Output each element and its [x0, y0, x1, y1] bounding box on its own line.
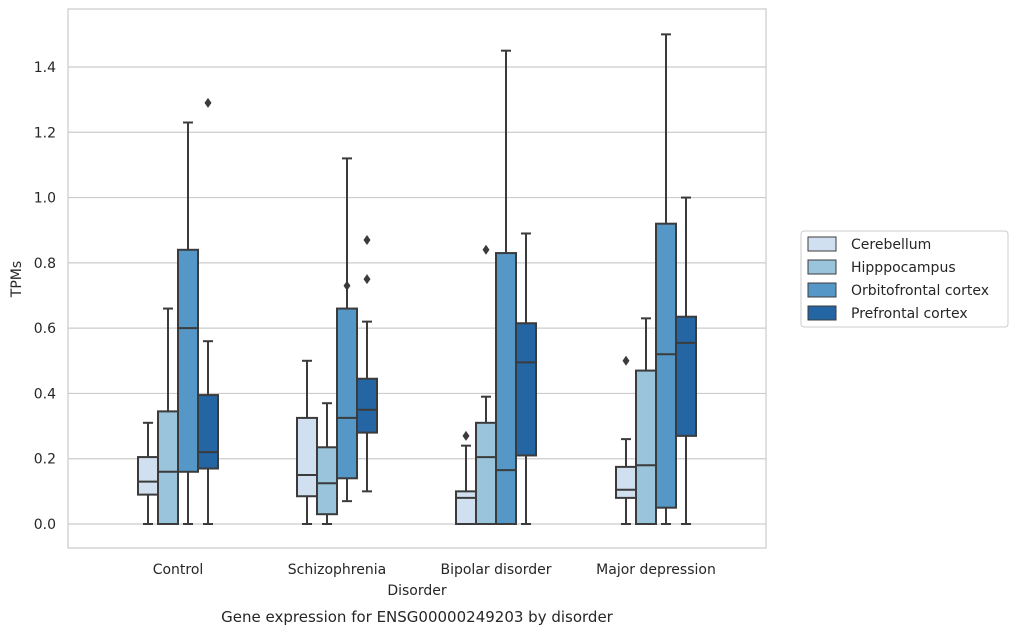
box	[635, 317, 657, 526]
y-tick-label: 1.4	[34, 60, 56, 76]
y-axis-label: TPMs	[9, 261, 25, 298]
outlier-point	[622, 355, 630, 366]
series-cerebellum	[137, 355, 637, 526]
outlier-point	[363, 235, 371, 246]
x-tick-label: Bipolar disorder	[440, 562, 551, 578]
chart-caption: Gene expression for ENSG00000249203 by d…	[221, 608, 614, 626]
box	[336, 157, 358, 503]
box-body	[675, 315, 697, 437]
x-axis-ticks: Control Schizophrenia Bipolar disorder Majo…	[153, 562, 716, 578]
box-body	[455, 490, 477, 526]
y-axis-ticks: 0.0 0.2 0.4 0.6 0.8 1.0 1.2 1.4	[34, 60, 56, 533]
box	[455, 430, 477, 526]
outlier-point	[462, 430, 470, 441]
box	[615, 355, 637, 525]
box-body	[296, 416, 318, 498]
x-axis-label: Disorder	[387, 583, 447, 599]
y-tick-label: 1.2	[34, 125, 56, 141]
box	[655, 33, 677, 525]
box	[495, 49, 517, 525]
legend-label: Orbitofrontal cortex	[851, 283, 989, 299]
box-body	[336, 307, 358, 480]
series-prefrontal-cortex	[197, 97, 697, 525]
legend-swatch	[807, 282, 837, 298]
legend: Cerebellum Hipppocampus Orbitofrontal cort…	[800, 230, 1009, 328]
box	[177, 121, 199, 525]
box	[316, 402, 338, 525]
box	[356, 235, 378, 493]
legend-label: Cerebellum	[851, 237, 931, 253]
box	[515, 232, 537, 525]
box-body	[495, 252, 517, 525]
x-tick-label: Control	[153, 562, 204, 578]
y-tick-label: 0.8	[34, 256, 56, 272]
box-series-layer	[137, 33, 697, 526]
box-body	[655, 222, 677, 509]
box-body	[177, 248, 199, 473]
box-body	[316, 446, 338, 516]
y-tick-label: 1.0	[34, 191, 56, 207]
outlier-point	[482, 244, 490, 255]
legend-items: Cerebellum Hipppocampus Orbitofrontal cort…	[807, 236, 989, 322]
legend-label: Prefrontal cortex	[851, 306, 968, 322]
legend-item: Cerebellum	[807, 236, 931, 253]
legend-item: Prefrontal cortex	[807, 305, 968, 322]
legend-item: Orbitofrontal cortex	[807, 282, 989, 299]
box-body	[615, 465, 637, 499]
box-body	[356, 377, 378, 434]
plot-frame	[67, 8, 767, 549]
legend-item: Hipppocampus	[807, 259, 956, 276]
legend-swatch	[807, 236, 837, 252]
y-tick-label: 0.0	[34, 517, 56, 533]
legend-label: Hipppocampus	[851, 260, 956, 276]
series-hipppocampus	[157, 244, 657, 526]
box-body	[635, 369, 657, 526]
y-tick-label: 0.2	[34, 452, 56, 468]
box	[675, 196, 697, 525]
legend-swatch	[807, 259, 837, 275]
box	[197, 97, 219, 525]
box-body	[157, 410, 179, 525]
y-tick-label: 0.4	[34, 386, 56, 402]
y-tick-label: 0.6	[34, 321, 56, 337]
box-body	[515, 322, 537, 457]
outlier-point	[343, 280, 351, 291]
box	[157, 307, 179, 525]
legend-swatch	[807, 305, 837, 321]
box-body	[197, 394, 219, 470]
box-body	[475, 421, 497, 525]
box	[475, 244, 497, 525]
box	[296, 359, 318, 525]
outlier-point	[204, 97, 212, 108]
box-body	[137, 456, 159, 496]
box	[137, 421, 159, 525]
x-tick-label: Schizophrenia	[288, 562, 386, 578]
legend-frame	[800, 230, 1009, 328]
x-tick-label: Major depression	[596, 562, 716, 578]
series-orbitofrontal-cortex	[177, 33, 677, 525]
outlier-point	[363, 274, 371, 285]
